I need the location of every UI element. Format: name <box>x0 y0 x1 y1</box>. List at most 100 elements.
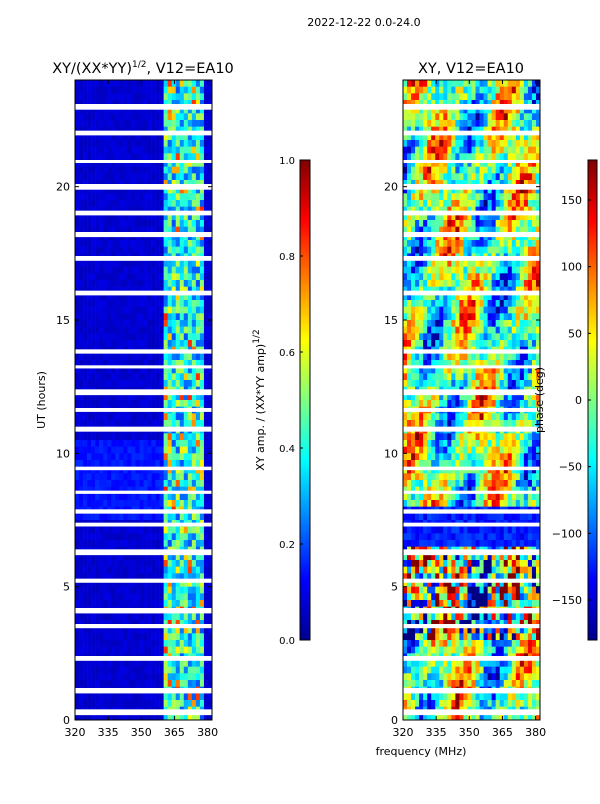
heatmap-cell <box>447 307 451 314</box>
heatmap-cell <box>139 693 143 700</box>
heatmap-cell <box>103 633 107 640</box>
heatmap-cell <box>107 420 111 427</box>
heatmap-cell <box>83 120 87 127</box>
heatmap-cell <box>115 700 119 707</box>
heatmap-cell <box>528 247 532 254</box>
heatmap-cell <box>484 153 488 160</box>
heatmap-cell <box>415 240 419 247</box>
heatmap-cell <box>176 693 180 700</box>
heatmap-cell <box>75 433 79 440</box>
heatmap-cell <box>188 300 192 307</box>
heatmap-cell <box>176 527 180 534</box>
heatmap-cell <box>131 667 135 674</box>
heatmap-cell <box>156 280 160 287</box>
heatmap-cell <box>91 600 95 607</box>
heatmap-cell <box>172 680 176 687</box>
heatmap-cell <box>463 327 467 334</box>
heatmap-cell <box>204 307 208 314</box>
heatmap-cell <box>520 373 524 380</box>
heatmap-cell <box>443 147 447 154</box>
heatmap-cell <box>176 413 180 420</box>
heatmap-cell <box>79 280 83 287</box>
heatmap-cell <box>492 140 496 147</box>
heatmap-cell <box>164 267 168 274</box>
heatmap-cell <box>152 587 156 594</box>
heatmap-cell <box>528 200 532 207</box>
heatmap-cell <box>520 280 524 287</box>
heatmap-cell <box>75 633 79 640</box>
heatmap-cell <box>160 200 164 207</box>
heatmap-cell <box>172 80 176 87</box>
heatmap-cell <box>188 600 192 607</box>
heatmap-cell <box>516 147 520 154</box>
heatmap-cell <box>488 307 492 314</box>
heatmap-cell <box>528 113 532 120</box>
heatmap-cell <box>524 267 528 274</box>
heatmap-cell <box>192 307 196 314</box>
colorbar-tick-label: 0.8 <box>279 252 295 263</box>
heatmap-cell <box>164 667 168 674</box>
heatmap-cell <box>172 87 176 94</box>
heatmap-cell <box>131 267 135 274</box>
heatmap-cell <box>188 447 192 454</box>
heatmap-cell <box>508 240 512 247</box>
colorbar-tick-label: 0.2 <box>279 540 295 551</box>
flagged-row <box>75 349 212 353</box>
flagged-row <box>75 579 212 583</box>
heatmap-cell <box>411 327 415 334</box>
heatmap-cell <box>91 633 95 640</box>
heatmap-cell <box>135 153 139 160</box>
heatmap-cell <box>131 633 135 640</box>
heatmap-cell <box>148 120 152 127</box>
heatmap-cell <box>459 93 463 100</box>
heatmap-cell <box>87 80 91 87</box>
heatmap-cell <box>144 413 148 420</box>
heatmap-cell <box>532 273 536 280</box>
heatmap-cell <box>164 153 168 160</box>
heatmap-cell <box>455 353 459 360</box>
heatmap-cell <box>492 353 496 360</box>
heatmap-cell <box>192 700 196 707</box>
heatmap-cell <box>192 440 196 447</box>
heatmap-cell <box>415 267 419 274</box>
heatmap-cell <box>115 280 119 287</box>
heatmap-cell <box>476 313 480 320</box>
heatmap-cell <box>172 453 176 460</box>
heatmap-cell <box>87 633 91 640</box>
heatmap-cell <box>411 87 415 94</box>
heatmap-cell <box>419 113 423 120</box>
heatmap-cell <box>123 527 127 534</box>
heatmap-cell <box>139 373 143 380</box>
heatmap-cell <box>520 140 524 147</box>
heatmap-cell <box>139 613 143 620</box>
heatmap-cell <box>180 500 184 507</box>
heatmap-cell <box>411 400 415 407</box>
heatmap-cell <box>488 80 492 87</box>
heatmap-cell <box>176 267 180 274</box>
heatmap-cell <box>168 380 172 387</box>
heatmap-cell <box>91 667 95 674</box>
flagged-row <box>75 509 212 513</box>
heatmap-cell <box>83 513 87 520</box>
heatmap-cell <box>99 540 103 547</box>
heatmap-cell <box>180 80 184 87</box>
heatmap-cell <box>99 173 103 180</box>
heatmap-cell <box>103 667 107 674</box>
heatmap-cell <box>152 420 156 427</box>
heatmap-cell <box>144 527 148 534</box>
heatmap-cell <box>447 333 451 340</box>
heatmap-cell <box>107 93 111 100</box>
heatmap-cell <box>99 460 103 467</box>
heatmap-cell <box>152 640 156 647</box>
heatmap-cell <box>508 267 512 274</box>
heatmap-cell <box>156 260 160 267</box>
heatmap-cell <box>504 80 508 87</box>
heatmap-cell <box>107 353 111 360</box>
heatmap-cell <box>123 673 127 680</box>
heatmap-cell <box>196 533 200 540</box>
heatmap-cell <box>480 153 484 160</box>
heatmap-cell <box>152 693 156 700</box>
heatmap-cell <box>148 673 152 680</box>
heatmap-cell <box>480 307 484 314</box>
heatmap-cell <box>407 380 411 387</box>
